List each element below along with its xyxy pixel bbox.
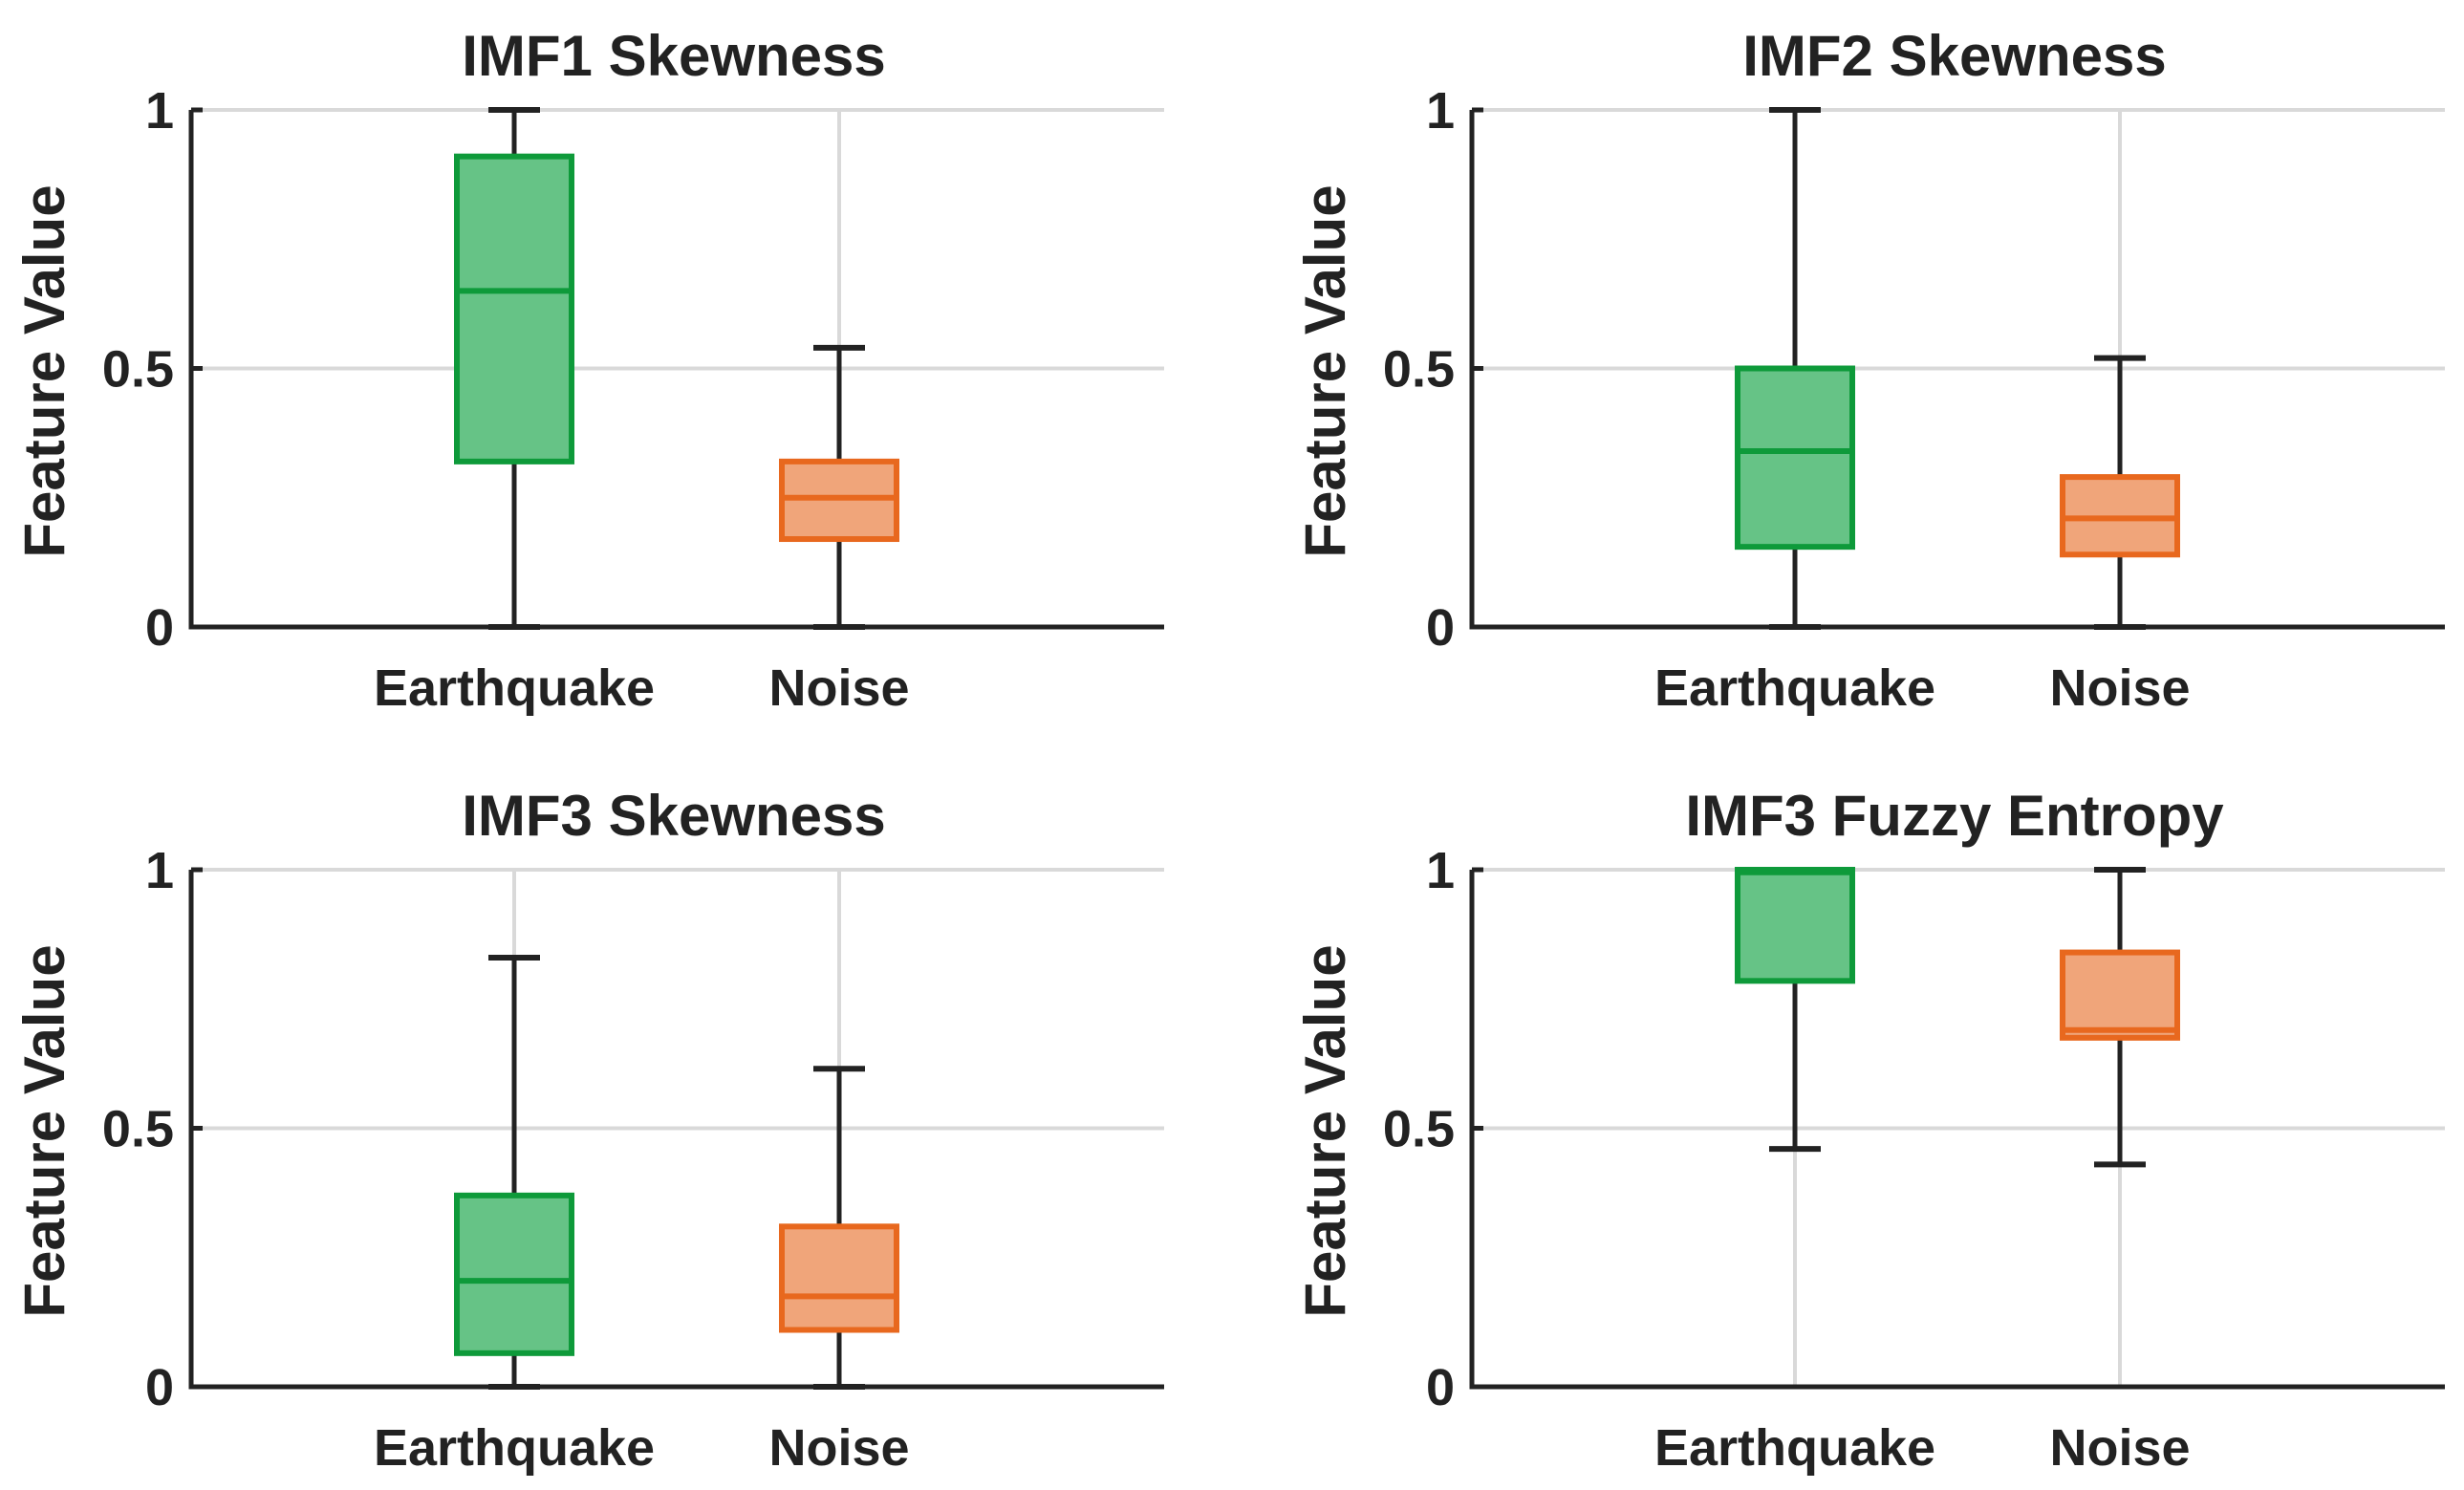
box-noise <box>2060 867 2180 1168</box>
box-noise <box>2060 355 2180 630</box>
chart-title: IMF2 Skewness <box>1742 24 2167 88</box>
x-tick-label: Earthquake <box>1654 659 1935 717</box>
y-tick-label: 1 <box>145 842 174 899</box>
x-tick-label: Noise <box>2049 1419 2190 1477</box>
y-tick-label: 1 <box>1426 82 1455 140</box>
box-earthquake <box>454 954 574 1390</box>
box-noise <box>779 1066 899 1390</box>
y-tick-label: 1 <box>1426 842 1455 899</box>
box-earthquake <box>1735 867 1855 1153</box>
box-iqr <box>1735 365 1855 551</box>
y-tick-label: 0 <box>145 1359 174 1416</box>
y-axis-label: Feature Value <box>1293 184 1357 557</box>
y-tick-label: 1 <box>145 82 174 140</box>
box-iqr <box>454 153 574 464</box>
panel-2: 0 0.5 1 Earthquake Noise IMF2 Skewness Feature… <box>1293 24 2445 717</box>
chart-title: IMF3 Fuzzy Entropy <box>1685 784 2224 848</box>
panel-3: 0 0.5 1 Earthquake Noise IMF3 Skewness Feature… <box>12 784 1164 1477</box>
chart-title: IMF3 Skewness <box>462 784 886 848</box>
y-tick-label: 0.5 <box>1383 341 1455 399</box>
chart-title: IMF1 Skewness <box>462 24 886 88</box>
box-earthquake <box>1735 107 1855 630</box>
x-tick-label: Earthquake <box>374 1419 655 1477</box>
x-tick-label: Earthquake <box>374 659 655 717</box>
panel-4: 0 0.5 1 Earthquake Noise IMF3 Fuzzy Entropy Fe… <box>1293 784 2445 1477</box>
y-tick-label: 0.5 <box>1383 1101 1455 1158</box>
y-tick-label: 0 <box>1426 1359 1455 1416</box>
y-tick-label: 0 <box>1426 599 1455 657</box>
box-iqr <box>779 1223 899 1333</box>
panel-1: 0 0.5 1 Earthquake Noise IMF1 Skewness Feature… <box>12 24 1164 717</box>
y-tick-label: 0 <box>145 599 174 657</box>
x-tick-label: Earthquake <box>1654 1419 1935 1477</box>
box-earthquake <box>454 107 574 630</box>
y-tick-label: 0.5 <box>102 1101 174 1158</box>
y-tick-label: 0.5 <box>102 341 174 399</box>
x-tick-label: Noise <box>2049 659 2190 717</box>
x-tick-label: Noise <box>768 659 909 717</box>
y-axis-label: Feature Value <box>1293 944 1357 1317</box>
box-noise <box>779 344 899 630</box>
box-iqr <box>454 1192 574 1356</box>
box-iqr <box>2060 949 2180 1041</box>
y-axis-label: Feature Value <box>12 944 76 1317</box>
box-iqr <box>1735 867 1855 984</box>
y-axis-label: Feature Value <box>12 184 76 557</box>
x-tick-label: Noise <box>768 1419 909 1477</box>
